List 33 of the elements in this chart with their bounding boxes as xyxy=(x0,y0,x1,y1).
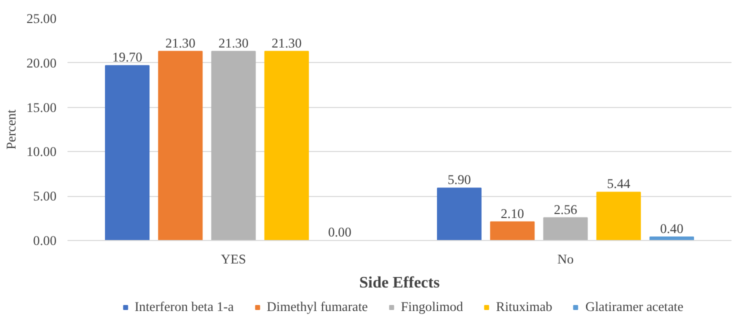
data-label: 2.56 xyxy=(554,202,578,217)
data-label: 0.00 xyxy=(328,224,352,240)
bar xyxy=(543,217,588,240)
bar xyxy=(436,188,482,240)
bar xyxy=(211,50,256,240)
bar xyxy=(490,221,535,240)
x-axis-title: Side Effects xyxy=(359,274,440,292)
y-tick-label: 5.00 xyxy=(33,188,57,204)
data-label: 21.30 xyxy=(218,35,249,50)
legend-label: Dimethyl fumarate xyxy=(266,299,368,315)
y-tick-label: 15.00 xyxy=(26,100,57,115)
bar xyxy=(158,50,203,240)
data-label: 5.90 xyxy=(448,172,472,188)
legend-label: Glatiramer acetate xyxy=(585,299,684,315)
y-axis-title: Percent xyxy=(4,109,19,150)
bar xyxy=(104,65,150,240)
data-label: 5.44 xyxy=(606,176,631,192)
bar xyxy=(596,192,641,240)
data-label: 21.30 xyxy=(272,35,302,50)
y-tick-label: 25.00 xyxy=(26,11,57,26)
data-label: 0.40 xyxy=(660,220,684,236)
legend-label: Interferon beta 1-a xyxy=(134,299,234,315)
y-tick-label: 0.00 xyxy=(33,233,57,248)
data-label: 21.30 xyxy=(165,35,196,50)
x-tick-label: No xyxy=(557,252,574,266)
y-tick-label: 20.00 xyxy=(26,55,57,70)
legend-label: Fingolimod xyxy=(400,299,464,315)
data-label: 2.10 xyxy=(500,206,524,221)
data-label: 19.70 xyxy=(112,50,143,65)
y-tick-label: 10.00 xyxy=(26,144,57,160)
bar xyxy=(264,50,309,240)
x-tick-label: YES xyxy=(220,252,246,266)
legend-label: Rituximab xyxy=(496,299,552,315)
